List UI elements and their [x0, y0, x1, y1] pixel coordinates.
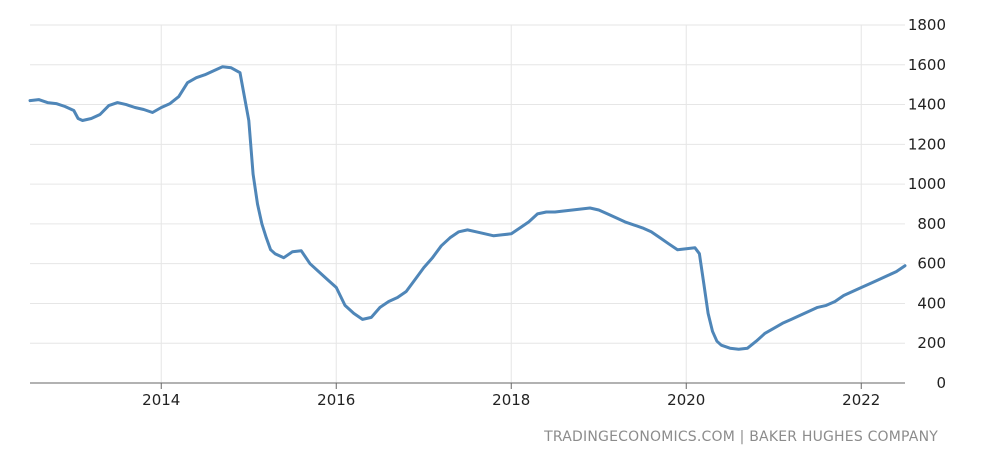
- y-tick-label: 1000: [908, 175, 946, 193]
- y-tick-label: 1800: [908, 16, 946, 34]
- source-separator: |: [739, 429, 745, 445]
- x-tick-label: 2018: [492, 391, 530, 409]
- y-tick-label: 600: [917, 255, 946, 273]
- source-site: TRADINGECONOMICS.COM: [544, 429, 736, 445]
- y-tick-label: 200: [917, 334, 946, 352]
- series-line: [28, 65, 907, 351]
- x-tick-label: 2020: [667, 391, 705, 409]
- y-axis-ticks: 0 200 400 600 800 1000 1200 1400 1600 1800: [908, 16, 946, 392]
- y-tick-label: 1400: [908, 96, 946, 114]
- y-tick-label: 800: [917, 215, 946, 233]
- y-tick-label: 0: [936, 374, 946, 392]
- source-provider: BAKER HUGHES COMPANY: [749, 429, 938, 445]
- y-tick-label: 400: [917, 294, 946, 312]
- x-axis-ticks: 2014 2016 2018 2020 2022: [142, 383, 880, 409]
- x-tick-label: 2022: [842, 391, 880, 409]
- grid-lines: [30, 24, 905, 383]
- x-tick-label: 2014: [142, 391, 180, 409]
- y-tick-label: 1200: [908, 135, 946, 153]
- x-tick-label: 2016: [317, 391, 355, 409]
- y-tick-label: 1600: [908, 56, 946, 74]
- source-attribution: TRADINGECONOMICS.COM | BAKER HUGHES COMP…: [544, 429, 938, 445]
